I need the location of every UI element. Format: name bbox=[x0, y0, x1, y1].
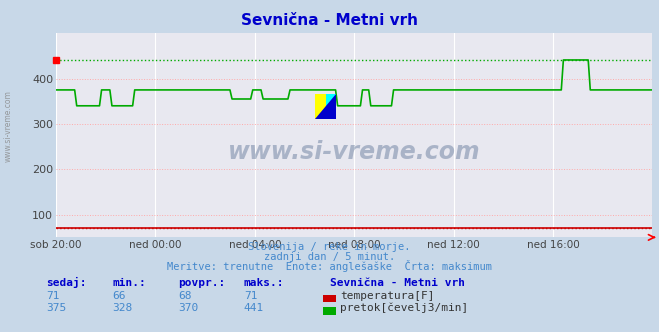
Text: min.:: min.: bbox=[112, 278, 146, 288]
Text: Meritve: trenutne  Enote: anglešaške  Črta: maksimum: Meritve: trenutne Enote: anglešaške Črta… bbox=[167, 260, 492, 272]
Text: 71: 71 bbox=[46, 291, 59, 301]
Polygon shape bbox=[316, 95, 336, 119]
Text: www.si-vreme.com: www.si-vreme.com bbox=[228, 140, 480, 164]
Text: Sevnična - Metni vrh: Sevnična - Metni vrh bbox=[330, 278, 465, 288]
Text: 68: 68 bbox=[178, 291, 191, 301]
Text: 370: 370 bbox=[178, 303, 198, 313]
Text: Slovenija / reke in morje.: Slovenija / reke in morje. bbox=[248, 242, 411, 252]
Text: temperatura[F]: temperatura[F] bbox=[340, 291, 434, 301]
Text: sedaj:: sedaj: bbox=[46, 277, 86, 288]
Text: pretok[čevelj3/min]: pretok[čevelj3/min] bbox=[340, 303, 469, 313]
Text: 71: 71 bbox=[244, 291, 257, 301]
Text: 328: 328 bbox=[112, 303, 132, 313]
Text: 66: 66 bbox=[112, 291, 125, 301]
FancyBboxPatch shape bbox=[316, 95, 336, 119]
FancyBboxPatch shape bbox=[326, 95, 336, 119]
Text: povpr.:: povpr.: bbox=[178, 278, 225, 288]
Text: Sevnična - Metni vrh: Sevnična - Metni vrh bbox=[241, 13, 418, 28]
Text: zadnji dan / 5 minut.: zadnji dan / 5 minut. bbox=[264, 252, 395, 262]
Text: 375: 375 bbox=[46, 303, 67, 313]
Text: maks.:: maks.: bbox=[244, 278, 284, 288]
Text: 441: 441 bbox=[244, 303, 264, 313]
Text: www.si-vreme.com: www.si-vreme.com bbox=[3, 90, 13, 162]
